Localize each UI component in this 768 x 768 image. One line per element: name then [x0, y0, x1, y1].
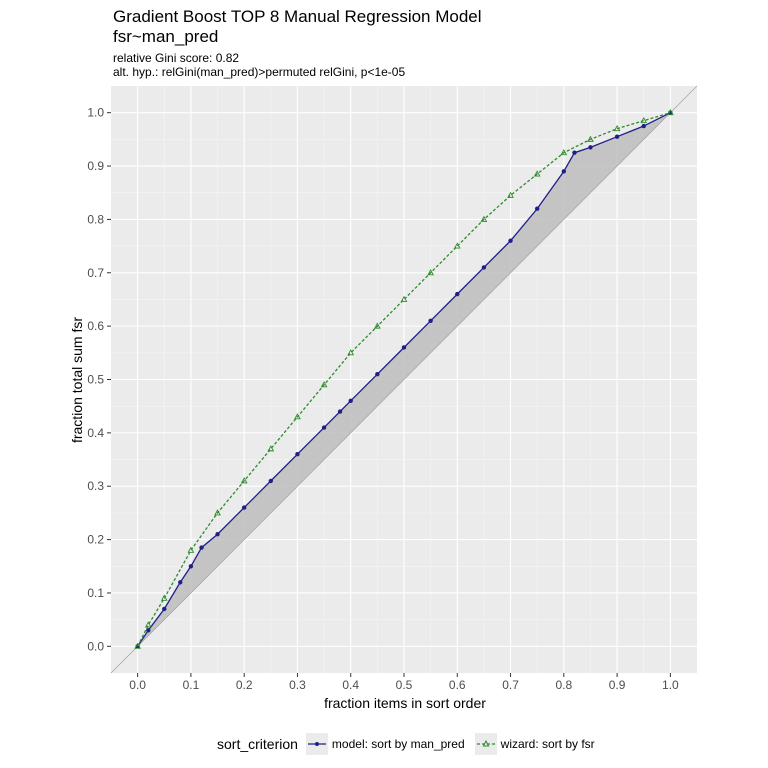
x-axis-ticks: 0.0 0.1 0.2 0.3 0.4 0.5 0.6 0.7 0.8 0.9 1.0: [129, 673, 679, 692]
data-point: [375, 371, 380, 377]
data-point: [178, 580, 183, 585]
x-tick-label: 0.8: [555, 678, 572, 692]
y-tick-label: 0.5: [87, 373, 104, 387]
data-point: [374, 322, 381, 329]
series-model: [135, 110, 673, 649]
data-point: [641, 123, 646, 129]
data-point: [613, 124, 621, 132]
x-axis-label: fraction items in sort order: [324, 695, 486, 711]
data-point: [348, 398, 353, 404]
y-tick-label: 0.3: [87, 479, 104, 493]
data-point: [199, 545, 204, 550]
x-tick-label: 0.6: [449, 678, 466, 692]
x-tick-label: 0.0: [129, 678, 146, 692]
data-point: [321, 425, 327, 430]
data-point: [428, 318, 433, 323]
chart-subtitle-gini: relative Gini score: 0.82: [113, 51, 240, 65]
data-point: [480, 215, 488, 222]
diagonal-reference-line: [110, 85, 698, 674]
data-point: [534, 206, 540, 211]
data-point: [455, 291, 460, 297]
data-point: [240, 477, 248, 484]
data-point: [588, 145, 593, 150]
data-point: [146, 628, 151, 633]
data-point: [401, 345, 407, 350]
y-tick-label: 0.8: [87, 212, 104, 226]
data-point: [561, 169, 567, 174]
legend-label-wizard: wizard: sort by fsr: [500, 737, 595, 751]
data-point: [320, 381, 328, 388]
data-point: [134, 642, 141, 649]
series-line: [137, 112, 671, 647]
data-point: [268, 478, 274, 484]
data-point: [294, 413, 301, 420]
legend-key-model: [305, 733, 328, 755]
data-point: [241, 505, 247, 510]
data-point: [667, 108, 674, 116]
data-point: [267, 445, 275, 452]
data-point: [427, 269, 434, 276]
data-point: [160, 594, 168, 601]
y-tick-label: 0.0: [87, 639, 104, 653]
y-axis-label: fraction total sum fsr: [69, 317, 85, 443]
y-tick-label: 0.2: [87, 533, 104, 547]
data-point: [481, 265, 487, 270]
legend-label-model: model: sort by man_pred: [331, 737, 465, 751]
x-tick-label: 1.0: [662, 678, 679, 692]
data-point: [162, 606, 167, 612]
data-point: [188, 564, 194, 569]
data-point: [508, 238, 513, 243]
data-point: [215, 532, 220, 537]
y-tick-label: 0.7: [87, 266, 104, 280]
data-point: [400, 295, 408, 302]
data-point: [614, 134, 620, 139]
y-tick-label: 0.9: [87, 159, 104, 173]
data-point: [640, 116, 648, 124]
data-point: [214, 509, 221, 516]
legend-key-wizard: [474, 733, 497, 755]
chart-title-formula: fsr~man_pred: [113, 27, 219, 46]
x-tick-label: 0.5: [396, 678, 413, 692]
series-wizard: [134, 108, 674, 649]
y-tick-label: 0.4: [87, 426, 104, 440]
y-tick-label: 0.6: [87, 319, 104, 333]
y-tick-label: 1.0: [87, 106, 104, 120]
legend: sort_criterion model: sort by man_pred w…: [217, 733, 605, 755]
data-point: [144, 621, 152, 628]
data-point: [295, 452, 300, 457]
chart-subtitle-hypothesis: alt. hyp.: relGini(man_pred)>permuted re…: [113, 65, 406, 79]
y-tick-label: 0.1: [87, 586, 104, 600]
data-point: [572, 150, 577, 155]
x-tick-label: 0.4: [342, 678, 359, 692]
data-point: [587, 135, 594, 142]
series-line: [137, 112, 671, 647]
data-point: [560, 148, 568, 156]
data-point: [187, 546, 195, 553]
x-tick-label: 0.7: [502, 678, 519, 692]
data-point: [453, 242, 461, 249]
chart-title: Gradient Boost TOP 8 Manual Regression M…: [113, 7, 482, 26]
legend-title: sort_criterion: [217, 736, 298, 752]
x-tick-label: 0.3: [289, 678, 306, 692]
x-tick-label: 0.9: [609, 678, 626, 692]
data-point: [533, 170, 541, 177]
data-point: [337, 409, 343, 414]
data-point: [347, 349, 355, 356]
x-tick-label: 0.2: [236, 678, 253, 692]
x-tick-label: 0.1: [183, 678, 200, 692]
data-point: [507, 191, 514, 198]
y-axis-ticks: 0.0 0.1 0.2 0.3 0.4 0.5 0.6 0.7 0.8 0.9 1.0: [87, 106, 111, 653]
grid-major: [111, 86, 697, 673]
